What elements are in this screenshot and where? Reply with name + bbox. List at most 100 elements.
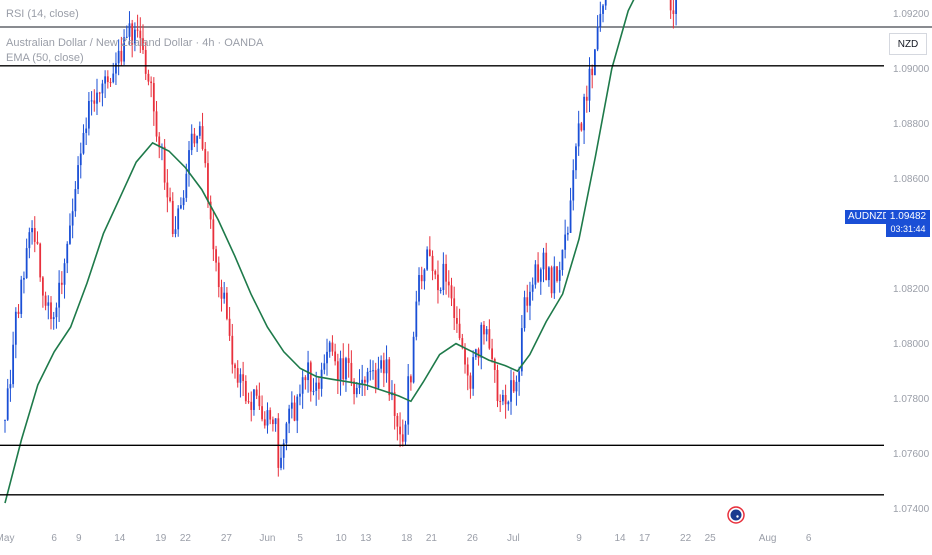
y-tick-label: 1.08000 — [893, 339, 930, 350]
currency-button[interactable]: NZD — [889, 33, 927, 55]
candle-body — [223, 292, 226, 299]
candle-body — [266, 410, 269, 426]
candle-body — [418, 275, 420, 302]
candle-body — [404, 424, 407, 442]
candle-body — [502, 394, 504, 402]
candle-body — [596, 26, 599, 50]
time-axis: May 6 9 14 19 22 27 Jun 5 10 13 18 21 26 Jul 9 14 17 22 25 A… — [0, 533, 812, 544]
x-tick-label: 9 — [576, 533, 582, 544]
candle-body — [575, 146, 577, 171]
candle-body — [328, 342, 331, 352]
candle-body — [382, 360, 385, 374]
candle-body — [426, 249, 429, 270]
candle-body — [17, 311, 20, 314]
x-tick-label: 17 — [639, 533, 651, 544]
candle-body — [152, 83, 155, 112]
candle-body — [131, 23, 134, 45]
candle-body — [58, 282, 61, 308]
candle-body — [312, 390, 315, 392]
candle-body — [564, 234, 567, 250]
candle-body — [539, 269, 542, 282]
candle-body — [307, 362, 309, 381]
rsi-indicator-label[interactable]: RSI (14, close) — [6, 8, 79, 20]
candle-body — [115, 63, 117, 74]
candle-body — [242, 374, 245, 381]
flag-icon — [727, 506, 745, 524]
candle-body — [207, 163, 209, 202]
candle-body — [566, 232, 569, 235]
candle-body — [334, 351, 337, 362]
candle-body — [128, 23, 131, 37]
candle-body — [204, 148, 207, 164]
candle-body — [147, 73, 150, 82]
candle-body — [491, 348, 493, 360]
candle-body — [269, 410, 272, 420]
candle-body — [236, 368, 239, 383]
x-tick-label: 6 — [806, 533, 812, 544]
candle-body — [98, 92, 101, 94]
ema-indicator-label[interactable]: EMA (50, close) — [6, 52, 84, 64]
candle-body — [553, 266, 556, 294]
candle-body — [169, 197, 171, 201]
candle-body — [136, 29, 139, 31]
candle-body — [196, 135, 199, 144]
candle-body — [193, 133, 196, 144]
y-tick-label: 1.08600 — [893, 174, 930, 185]
candle-body — [150, 81, 153, 84]
x-tick-label: 14 — [114, 533, 126, 544]
candle-body — [247, 401, 250, 403]
candle-body — [542, 252, 545, 270]
candle-body — [672, 10, 675, 14]
candle-body — [4, 419, 6, 421]
candle-body — [556, 266, 558, 281]
candle-body — [96, 92, 98, 104]
candle-body — [545, 252, 548, 281]
candle-body — [550, 267, 553, 294]
candle-body — [139, 30, 142, 39]
candle-body — [531, 284, 534, 292]
candle-body — [158, 136, 161, 148]
candle-body — [339, 358, 342, 381]
x-tick-label: 21 — [426, 533, 438, 544]
x-tick-label: Aug — [759, 533, 777, 544]
x-tick-label: 13 — [360, 533, 372, 544]
x-tick-label: 27 — [221, 533, 233, 544]
candle-body — [280, 457, 282, 468]
candle-body — [480, 324, 483, 358]
last-price-value: 1.09482 — [889, 211, 927, 222]
candle-body — [534, 264, 537, 285]
symbol-title[interactable]: Australian Dollar / New Zealand Dollar ·… — [6, 37, 264, 49]
candle-body — [461, 338, 464, 348]
candle-body — [9, 384, 12, 389]
candle-body — [123, 37, 125, 62]
candle-body — [458, 323, 461, 339]
candle-body — [112, 73, 115, 83]
candle-body — [36, 241, 39, 244]
candle-body — [163, 146, 166, 183]
candle-body — [580, 123, 583, 131]
candle-body — [361, 379, 364, 384]
candle-body — [271, 419, 274, 425]
candle-body — [244, 380, 247, 402]
candle-body — [401, 434, 404, 442]
candle-body — [101, 83, 104, 94]
candle-body — [428, 249, 431, 256]
candle-body — [288, 408, 291, 424]
candle-body — [104, 76, 107, 84]
candle-body — [675, 0, 677, 14]
candle-body — [209, 201, 212, 220]
candle-body — [250, 401, 253, 410]
candle-body — [185, 173, 188, 198]
x-tick-label: May — [0, 533, 14, 544]
price-levels — [0, 65, 884, 496]
candle-body — [50, 302, 52, 320]
candle-body — [450, 285, 453, 299]
symbol-price-badge: AUDNZD — [845, 210, 893, 224]
candle-body — [74, 189, 77, 212]
candle-body — [420, 275, 423, 282]
candle-body — [177, 208, 180, 230]
candle-body — [591, 68, 594, 76]
candle-body — [466, 364, 469, 376]
